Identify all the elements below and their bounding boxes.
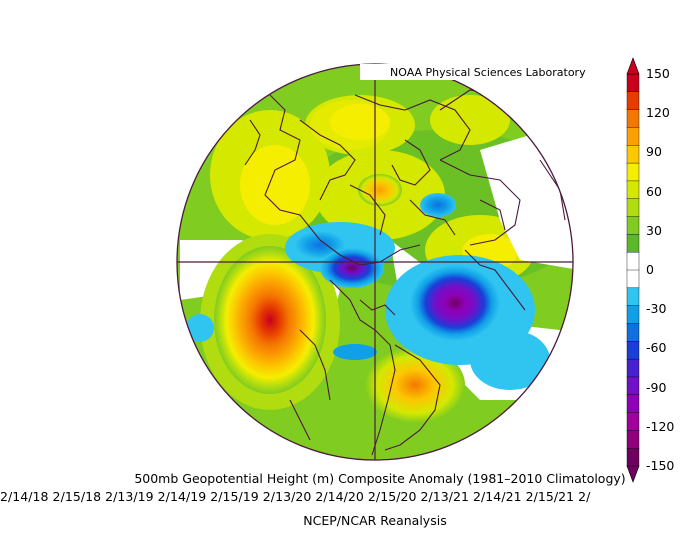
colorbar-tick-label: 120 (646, 105, 670, 121)
colorbar-tick-label: 30 (646, 222, 662, 238)
anomaly-field (177, 64, 573, 460)
colorbar-tick-label: -30 (646, 301, 667, 317)
colorbar-segment (626, 412, 640, 431)
colorbar-segment (626, 127, 640, 146)
map-title: 500mb Geopotential Height (m) Composite … (134, 471, 626, 486)
colorbar (626, 57, 640, 483)
colorbar-segment (626, 341, 640, 360)
colorbar-segment (626, 91, 640, 111)
colorbar-segment (626, 358, 640, 378)
colorbar-tick-label: 90 (646, 144, 662, 160)
colorbar-segment (626, 447, 640, 467)
colorbar-segment (626, 180, 640, 200)
coastlines (244, 89, 566, 456)
colorbar-tick-label: -120 (646, 418, 675, 434)
colorbar-min-arrow (626, 465, 640, 483)
graticule (177, 64, 573, 460)
colorbar-segment (626, 251, 640, 271)
colorbar-segment (626, 198, 640, 218)
composite-dates: 2/14/18 2/15/18 2/13/19 2/14/19 2/15/19 … (0, 489, 591, 504)
colorbar-segment (626, 287, 640, 307)
colorbar-segment (626, 162, 640, 182)
colorbar-segment (626, 73, 640, 93)
dataset-label: NCEP/NCAR Reanalysis (303, 513, 447, 528)
colorbar-tick-label: 60 (646, 183, 662, 199)
colorbar-segment (626, 145, 640, 164)
colorbar-segment (626, 109, 640, 128)
colorbar-segment (626, 394, 640, 414)
colorbar-segment (626, 216, 640, 235)
colorbar-segment (626, 269, 640, 289)
credit-label: NOAA Physical Sciences Laboratory (390, 66, 586, 79)
colorbar-segment (626, 376, 640, 396)
colorbar-segment (626, 430, 640, 449)
colorbar-tick-label: 150 (646, 66, 670, 81)
colorbar-tick-label: -150 (646, 458, 675, 473)
colorbar-tick-label: -60 (646, 340, 667, 356)
colorbar-tick-label: -90 (646, 379, 667, 395)
colorbar-segment (626, 234, 640, 253)
colorbar-tick-label: 0 (646, 262, 654, 277)
colorbar-segment (626, 323, 640, 342)
colorbar-max-arrow (626, 57, 640, 75)
credit-box (360, 64, 535, 80)
colorbar-segment (626, 305, 640, 324)
